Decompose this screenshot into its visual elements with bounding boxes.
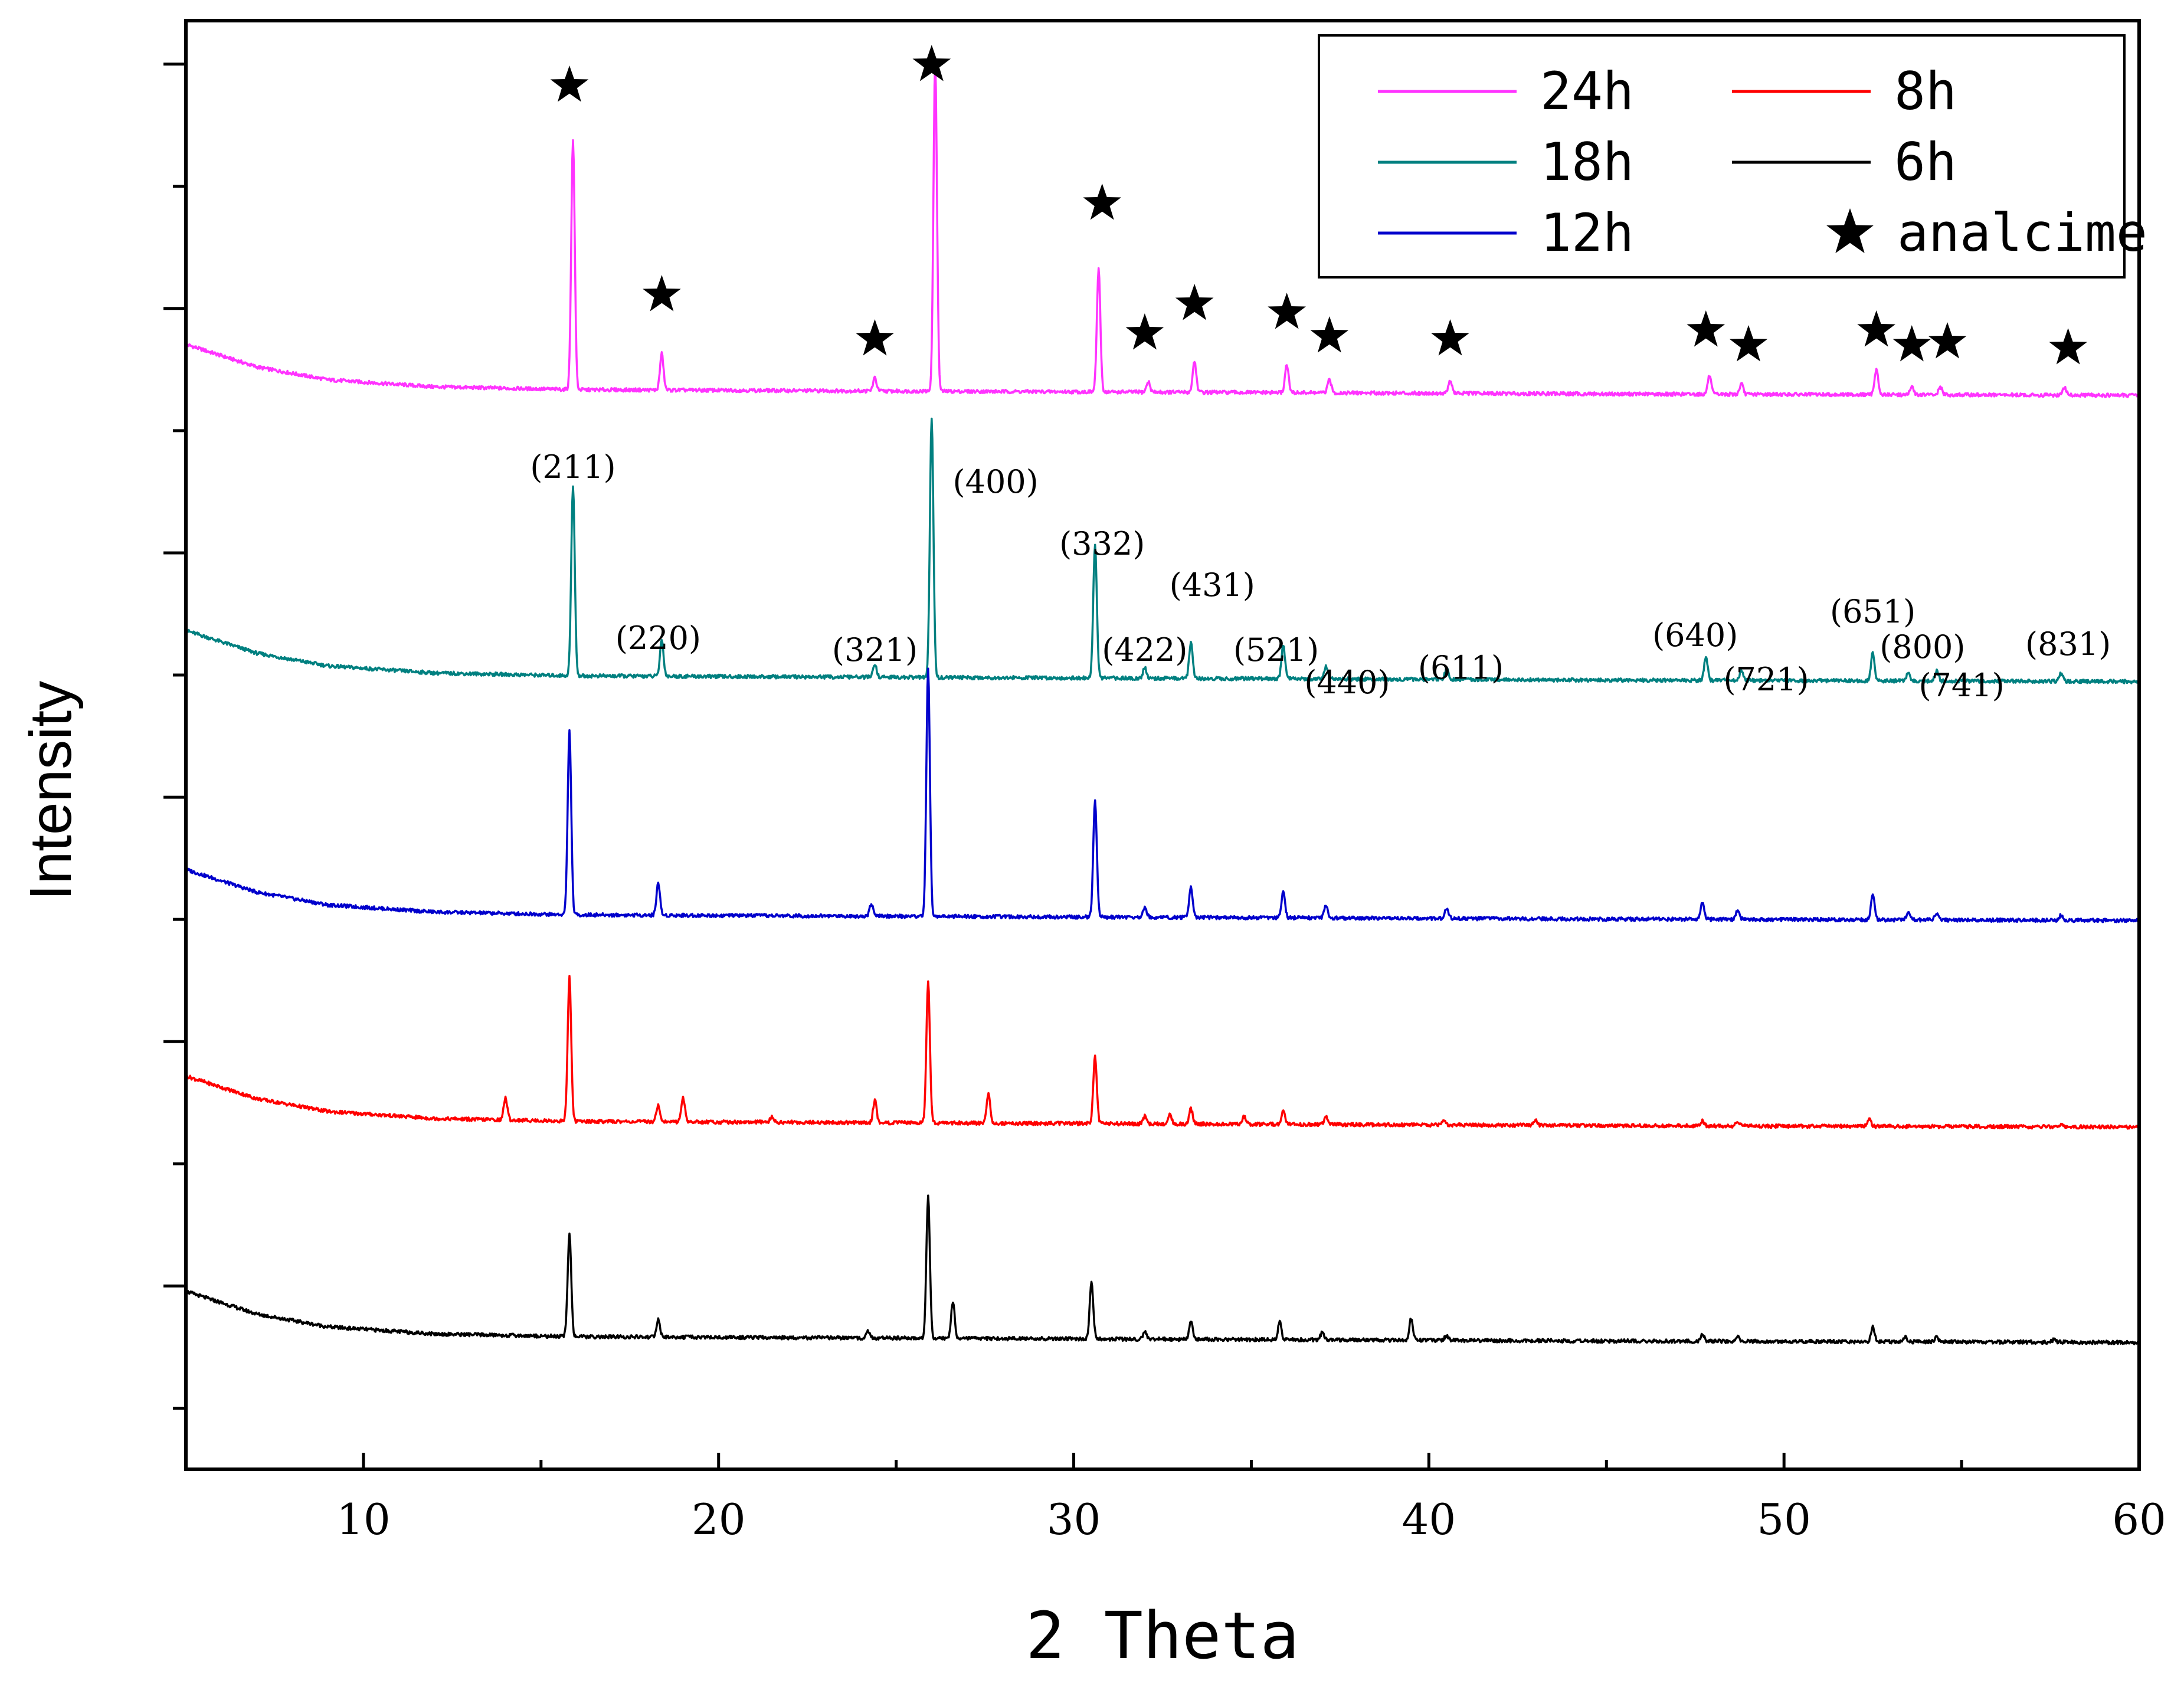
analcime-star xyxy=(1687,310,1725,347)
analcime-star xyxy=(1268,293,1306,329)
analcime-star xyxy=(1729,325,1768,362)
hkl-label: (831) xyxy=(2025,625,2111,663)
x-tick-label: 40 xyxy=(1402,1495,1456,1544)
x-tick-label: 10 xyxy=(336,1495,391,1544)
series-line-8h xyxy=(185,975,2140,1130)
hkl-label: (332) xyxy=(1059,525,1145,562)
analcime-star xyxy=(1928,322,1967,359)
hkl-label: (440) xyxy=(1304,664,1390,701)
analcime-star xyxy=(643,275,681,312)
legend-label: 24h xyxy=(1540,61,1634,122)
analcime-star xyxy=(1892,325,1931,362)
analcime-marker-layer xyxy=(550,45,2087,365)
analcime-star xyxy=(1431,319,1469,356)
x-tick-label: 50 xyxy=(1757,1495,1811,1544)
hkl-label: (640) xyxy=(1652,617,1738,654)
analcime-star xyxy=(1125,313,1164,350)
x-tick-label: 60 xyxy=(2112,1495,2166,1544)
x-tick-label: 20 xyxy=(692,1495,746,1544)
legend: 24h 8h 18h 6h 12h analcime xyxy=(1318,34,2147,279)
axes-layer: 10 20 30 40 50 60 xyxy=(163,19,2166,1544)
legend-label: 12h xyxy=(1540,202,1634,263)
analcime-star xyxy=(912,45,951,81)
hkl-label: (400) xyxy=(953,463,1039,500)
hkl-label: (611) xyxy=(1418,649,1504,686)
hkl-label: (431) xyxy=(1170,566,1255,604)
hkl-label: (211) xyxy=(530,448,615,486)
hkl-label: (220) xyxy=(615,620,701,657)
series-line-12h xyxy=(185,667,2140,923)
hkl-label: (521) xyxy=(1233,631,1319,669)
hkl-label: (321) xyxy=(832,631,918,669)
annotation-layer: (211) (400) (220) (332) (431) (321) (422) (521)… xyxy=(530,448,2111,704)
legend-box xyxy=(1318,34,2126,279)
x-axis-title: 2 Theta xyxy=(1026,1598,1299,1673)
series-line-24h xyxy=(185,61,2140,398)
analcime-star xyxy=(1175,284,1214,320)
analcime-star xyxy=(1083,184,1121,220)
x-tick-label: 30 xyxy=(1047,1495,1101,1544)
legend-label: analcime xyxy=(1897,202,2147,263)
hkl-label: (651) xyxy=(1830,593,1915,630)
analcime-star xyxy=(1857,310,1895,347)
hkl-label: (422) xyxy=(1102,631,1187,669)
legend-label: 8h xyxy=(1894,61,1957,122)
series-layer xyxy=(185,61,2140,1345)
y-axis-title: Intensity xyxy=(18,681,84,900)
legend-star-icon xyxy=(1826,208,1874,253)
hkl-label: (721) xyxy=(1723,661,1809,698)
analcime-star xyxy=(856,319,894,356)
series-line-6h xyxy=(185,1194,2140,1345)
hkl-label: (800) xyxy=(1880,628,1965,666)
legend-label: 6h xyxy=(1894,132,1957,192)
analcime-star xyxy=(1310,316,1349,353)
hkl-label: (741) xyxy=(1918,667,2004,704)
analcime-star xyxy=(2049,328,2087,365)
plot-frame xyxy=(184,19,2141,1471)
analcime-star xyxy=(550,65,589,102)
legend-label: 18h xyxy=(1540,132,1634,192)
series-line-18h xyxy=(185,417,2140,684)
